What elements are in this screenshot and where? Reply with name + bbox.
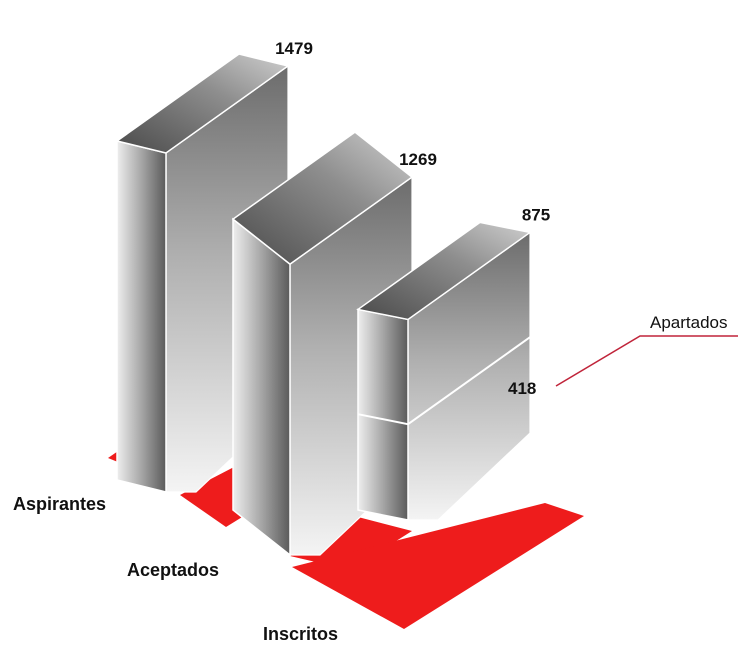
labels: 1479 Aspirantes 1269 Aceptados 875 Inscritos 4… — [13, 39, 738, 644]
bar-front-aceptados — [232, 217, 291, 557]
value-label-aceptados: 1269 — [399, 150, 437, 169]
floor-strip-front — [292, 503, 584, 629]
value-label-inscritos: 875 — [522, 205, 550, 224]
stack-divider-inscritos — [357, 336, 531, 426]
category-label-aceptados: Aceptados — [127, 560, 219, 580]
bar-top-aspirantes — [115, 53, 290, 154]
category-label-inscritos: Inscritos — [263, 624, 338, 644]
value-label-apartados: 418 — [508, 379, 536, 398]
bar-top-inscritos — [356, 221, 532, 321]
category-label-aspirantes: Aspirantes — [13, 494, 106, 514]
callout-line-apartados — [555, 335, 738, 387]
callout-label-apartados: Apartados — [650, 313, 728, 332]
value-label-aspirantes: 1479 — [275, 39, 313, 58]
bar-front-aspirantes — [116, 140, 167, 493]
bars — [115, 53, 532, 557]
floor-strip-inscritos — [290, 517, 412, 570]
bar-top-aceptados — [231, 131, 414, 266]
